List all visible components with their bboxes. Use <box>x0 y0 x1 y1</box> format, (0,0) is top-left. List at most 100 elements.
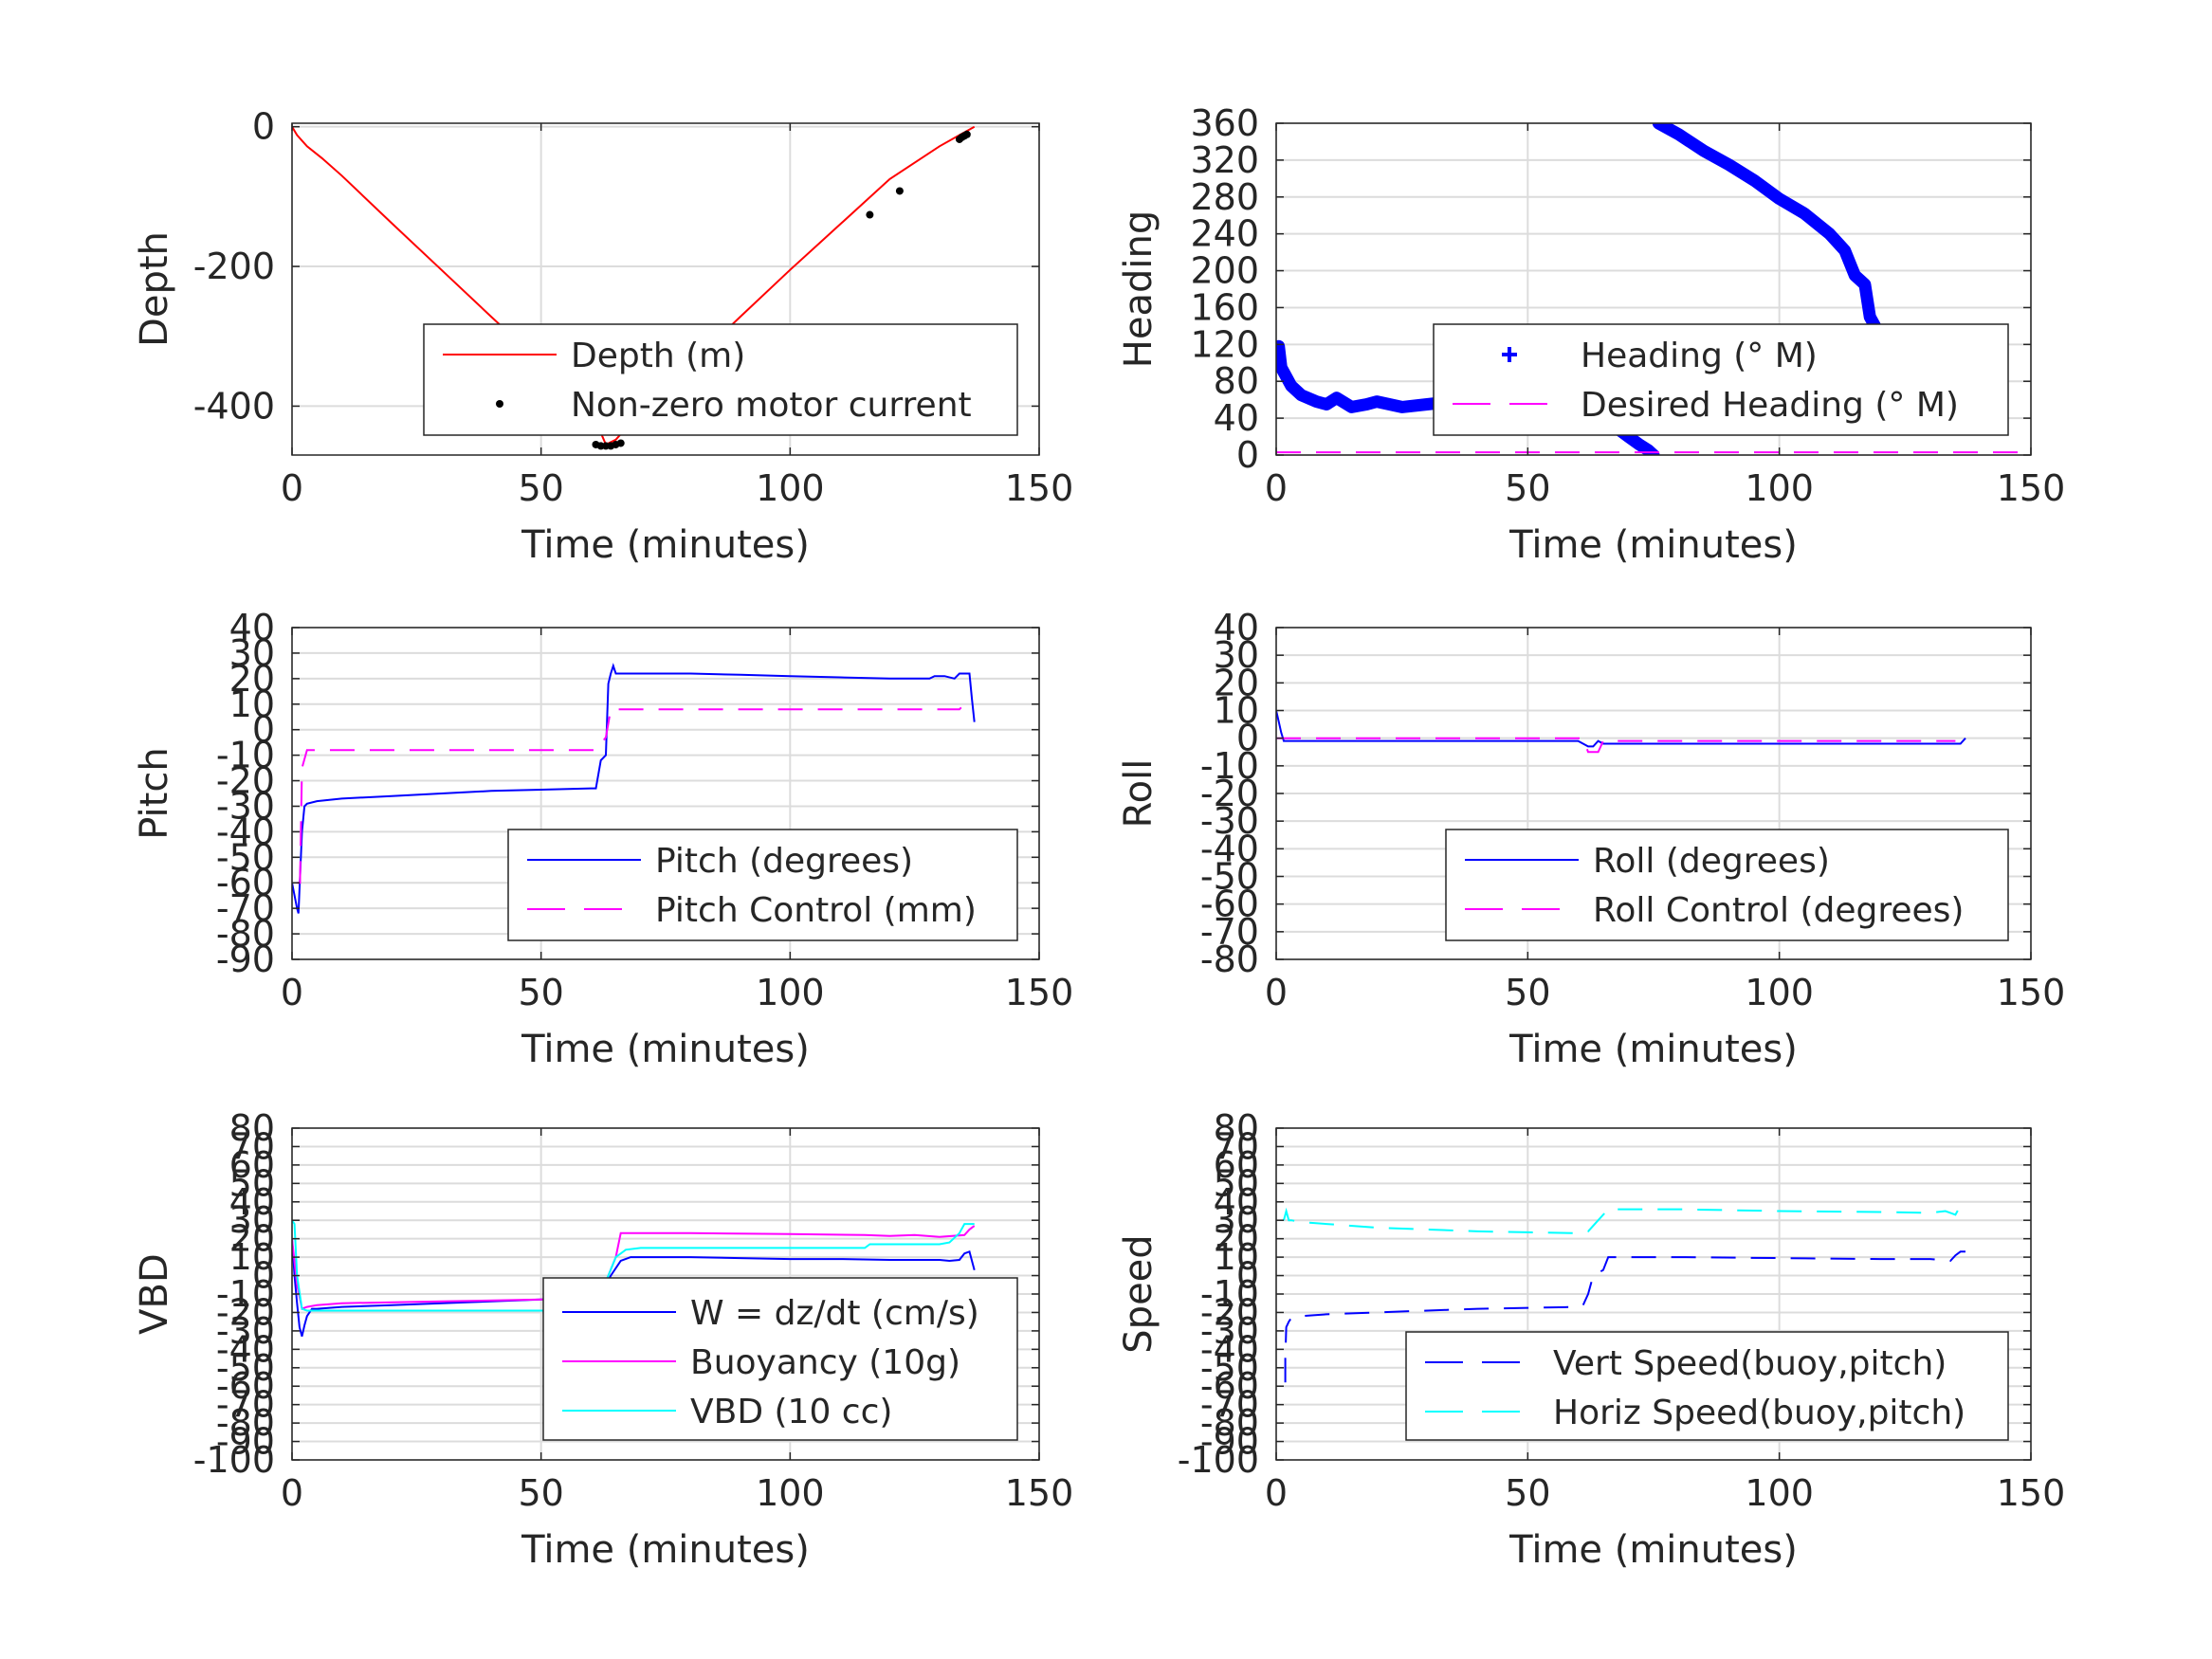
x-axis-label: Time (minutes) <box>1508 1028 1798 1071</box>
y-tick-label: -50 <box>1200 856 1259 898</box>
y-tick-label: 50 <box>229 1162 275 1204</box>
y-tick-label: -80 <box>216 1402 275 1444</box>
y-tick-label: -10 <box>216 1273 275 1315</box>
y-tick-label: 200 <box>1190 250 1259 292</box>
y-tick-label: -20 <box>1200 1291 1259 1333</box>
y-tick-label: -20 <box>1200 773 1259 814</box>
legend: Roll (degrees) Roll Control (degrees) <box>1445 829 2009 941</box>
y-axis-label: Speed <box>1117 1234 1161 1353</box>
x-tick-label: 50 <box>518 972 563 1013</box>
x-axis-label: Time (minutes) <box>1508 1528 1798 1572</box>
x-tick-label: 50 <box>518 1472 563 1514</box>
y-tick-label: -30 <box>1200 800 1259 842</box>
y-tick-label: 10 <box>1214 1236 1259 1278</box>
series-line-1 <box>1276 710 1966 748</box>
x-tick-label: 0 <box>281 972 303 1013</box>
series-line-1 <box>1284 1250 1965 1383</box>
data-point <box>895 187 904 195</box>
y-tick-label: 320 <box>1190 139 1259 181</box>
y-tick-label: 120 <box>1190 323 1259 365</box>
y-tick-label: 30 <box>229 632 275 674</box>
series-line-1 <box>292 663 976 914</box>
y-tick-label: 80 <box>229 1107 275 1149</box>
x-tick-label: 0 <box>281 467 303 509</box>
y-tick-label: 60 <box>1214 1144 1259 1186</box>
x-axis-label: Time (minutes) <box>521 523 810 567</box>
axes-frame <box>291 627 1040 960</box>
y-tick-label: 240 <box>1190 213 1259 255</box>
y-tick-label: 0 <box>252 106 275 148</box>
y-tick-label: -90 <box>216 1421 275 1463</box>
y-axis-label: Heading <box>1117 210 1161 368</box>
x-tick-label: 0 <box>281 1472 303 1514</box>
y-axis-label: Depth <box>133 231 176 347</box>
y-tick-label: -10 <box>1200 1273 1259 1315</box>
subplot-3: 0 50 100 150-90-80-70-60-50-40-30-20-100102… <box>133 607 1073 1071</box>
legend-label: Desired Heading (° M) <box>1581 386 1959 425</box>
y-tick-label: -60 <box>216 1365 275 1407</box>
y-tick-label: -10 <box>216 735 275 776</box>
y-tick-label: 0 <box>1236 718 1259 759</box>
y-tick-label: -100 <box>193 1439 275 1481</box>
y-tick-label: 280 <box>1190 176 1259 218</box>
plot-area <box>1276 710 1966 754</box>
y-tick-label: -30 <box>216 785 275 827</box>
y-tick-label: -80 <box>216 913 275 955</box>
legend-label: Heading (° M) <box>1581 337 1818 375</box>
y-tick-label: 40 <box>1214 397 1259 439</box>
legend-label: Pitch (degrees) <box>655 842 913 881</box>
x-tick-label: 100 <box>1745 972 1814 1013</box>
legend-label: Horiz Speed(buoy,pitch) <box>1553 1394 1965 1432</box>
x-tick-label: 0 <box>1265 1472 1288 1514</box>
y-tick-label: 0 <box>252 709 275 751</box>
series-line-3 <box>292 1219 975 1312</box>
y-tick-label: -30 <box>1200 1310 1259 1352</box>
y-tick-label: -60 <box>216 862 275 903</box>
legend-swatch <box>496 400 503 408</box>
y-tick-label: 0 <box>252 1255 275 1297</box>
y-tick-label: -50 <box>216 1347 275 1389</box>
y-tick-label: 10 <box>229 1236 275 1278</box>
legend-box <box>1445 829 2009 941</box>
y-tick-label: 30 <box>1214 634 1259 676</box>
y-tick-label: 20 <box>229 1218 275 1260</box>
plot-area <box>292 125 976 450</box>
y-tick-label: 70 <box>229 1125 275 1167</box>
y-tick-label: 360 <box>1190 102 1259 144</box>
y-tick-label: 20 <box>1214 1218 1259 1260</box>
y-tick-label: -50 <box>216 836 275 878</box>
x-tick-label: 100 <box>756 972 825 1013</box>
y-tick-label: -90 <box>1200 1421 1259 1463</box>
y-tick-label: 10 <box>1214 690 1259 732</box>
y-tick-label: -80 <box>1200 1402 1259 1444</box>
x-tick-label: 150 <box>1005 467 1074 509</box>
legend: Depth (m) Non-zero motor current <box>423 323 1018 436</box>
legend-box <box>507 829 1018 941</box>
y-tick-label: 40 <box>229 607 275 648</box>
y-tick-label: 60 <box>229 1144 275 1186</box>
legend: Pitch (degrees) Pitch Control (mm) <box>507 829 1018 941</box>
legend-label: Depth (m) <box>571 337 745 375</box>
x-axis-label: Time (minutes) <box>521 1028 810 1071</box>
y-tick-label: -40 <box>1200 1328 1259 1370</box>
y-tick-label: 40 <box>1214 1181 1259 1223</box>
y-tick-label: 50 <box>1214 1162 1259 1204</box>
x-tick-label: 150 <box>1005 1472 1074 1514</box>
series-line-2 <box>1283 1204 1965 1234</box>
y-tick-label: -40 <box>1200 828 1259 869</box>
y-tick-label: 20 <box>1214 662 1259 703</box>
y-tick-label: -80 <box>1200 939 1259 980</box>
y-tick-label: -90 <box>216 939 275 980</box>
x-tick-label: 50 <box>518 467 563 509</box>
x-axis-label: Time (minutes) <box>521 1528 810 1572</box>
legend-box <box>542 1277 1018 1441</box>
x-tick-label: 100 <box>756 467 825 509</box>
y-tick-label: 20 <box>229 658 275 700</box>
data-point <box>616 439 625 447</box>
legend-box <box>1405 1331 2009 1441</box>
y-tick-label: -40 <box>216 811 275 852</box>
y-axis-label: Roll <box>1117 759 1161 829</box>
y-tick-label: 0 <box>1236 1255 1259 1297</box>
